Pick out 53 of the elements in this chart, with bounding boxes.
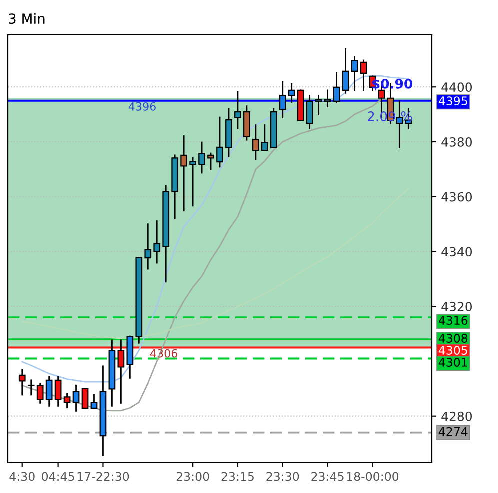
candlestick	[190, 157, 196, 207]
y-tick-label: 4340	[442, 247, 472, 257]
candlestick	[324, 90, 332, 108]
candlestick	[306, 94, 314, 130]
candlestick	[90, 394, 98, 410]
candlestick	[360, 60, 368, 92]
x-tick-label: 23:00	[176, 472, 210, 482]
ref-line-label: 4274	[438, 427, 468, 436]
annotation: 4396	[128, 102, 156, 111]
candlestick	[342, 48, 350, 94]
x-tick-label: 23:30	[266, 472, 300, 482]
y-tick-label: 4280	[442, 412, 472, 422]
candlestick	[154, 220, 161, 264]
candlestick	[180, 136, 188, 212]
line-series	[22, 188, 410, 340]
y-tick-label: 4320	[442, 302, 472, 312]
candlestick	[46, 376, 53, 407]
x-tick-label: 4:30	[10, 472, 35, 482]
y-tick-label: 4380	[442, 137, 472, 147]
ref-line-label: 4301	[438, 358, 468, 367]
annotation: 4306	[150, 349, 178, 358]
chart-title: 3 Min	[9, 13, 45, 24]
candlestick	[208, 152, 214, 170]
candlestick	[333, 72, 340, 104]
candlestick	[72, 384, 80, 412]
ref-line-label: 4305	[438, 346, 468, 355]
ref-line-label: 4316	[438, 316, 468, 326]
candlestick	[234, 91, 242, 130]
y-tick-label: 4360	[442, 192, 472, 202]
candlestick	[288, 83, 296, 103]
candlestick	[82, 388, 89, 410]
candlestick	[261, 124, 268, 152]
x-tick-label: 18-00:00	[347, 472, 399, 482]
candlestick	[28, 380, 35, 396]
candlestick	[252, 124, 260, 160]
candlestick	[351, 56, 358, 92]
candlestick	[36, 383, 44, 404]
candlestick	[54, 376, 62, 407]
candlestick	[279, 81, 286, 119]
x-tick-label: 23:45	[312, 472, 344, 482]
y-tick-label: 4400	[442, 82, 472, 92]
candlestick	[198, 142, 206, 174]
candlestick	[64, 393, 71, 409]
ref-line-label: 4395	[438, 96, 468, 106]
x-tick-label: 23:15	[222, 472, 254, 482]
x-tick-label: 04:45	[42, 472, 74, 482]
candlestick	[216, 116, 224, 168]
candlestick	[18, 369, 26, 396]
candlestick	[144, 224, 152, 270]
ref-line-label: 4308	[438, 334, 468, 343]
candlestick	[118, 340, 125, 404]
x-tick-label: 17-22:30	[78, 472, 130, 482]
candlestick	[315, 94, 322, 116]
